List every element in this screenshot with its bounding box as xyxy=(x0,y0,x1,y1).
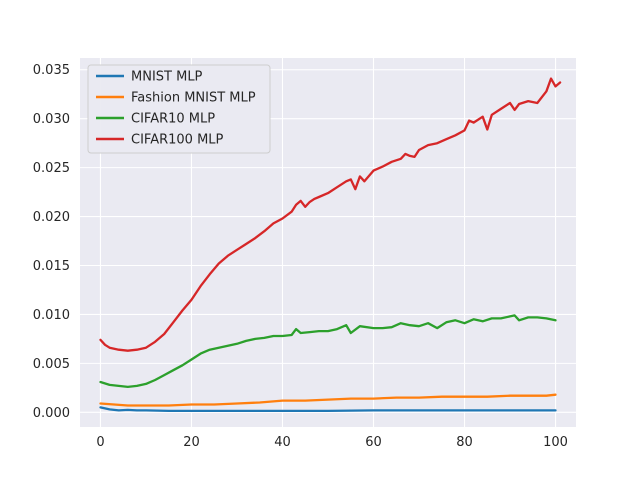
legend-label: CIFAR10 MLP xyxy=(131,112,215,127)
legend-box xyxy=(87,64,271,154)
x-tick-label: 100 xyxy=(543,435,568,450)
series-line-mnist-mlp xyxy=(99,406,557,413)
x-tick-label: 0 xyxy=(96,435,104,450)
x-axis-ticks: 0 20 40 60 80 100 xyxy=(96,435,568,450)
legend: MNIST MLP Fashion MNIST MLP CIFAR10 MLP CIF… xyxy=(87,64,271,154)
x-tick-label: 40 xyxy=(274,435,291,450)
y-tick-label: 0.005 xyxy=(33,357,70,372)
x-tick-label: 20 xyxy=(183,435,200,450)
y-tick-label: 0.030 xyxy=(33,112,70,127)
x-tick-label: 80 xyxy=(456,435,473,450)
grid-lines xyxy=(80,58,576,427)
y-tick-label: 0.000 xyxy=(33,406,70,421)
y-tick-label: 0.020 xyxy=(33,210,70,225)
y-tick-label: 0.015 xyxy=(33,259,70,274)
y-axis-ticks: 0.000 0.005 0.010 0.015 0.020 0.025 0.030 0.035 xyxy=(33,63,70,421)
legend-label: Fashion MNIST MLP xyxy=(131,91,256,106)
y-tick-label: 0.035 xyxy=(33,63,70,78)
y-tick-label: 0.010 xyxy=(33,308,70,323)
series-line-fashion-mnist-mlp xyxy=(99,393,557,407)
series-lines xyxy=(99,77,562,413)
series-line-cifar100-mlp xyxy=(99,77,562,352)
y-tick-label: 0.025 xyxy=(33,161,70,176)
x-tick-label: 60 xyxy=(365,435,382,450)
series-line-cifar10-mlp xyxy=(99,314,557,389)
legend-label: CIFAR100 MLP xyxy=(131,133,224,148)
legend-label: MNIST MLP xyxy=(131,70,203,85)
